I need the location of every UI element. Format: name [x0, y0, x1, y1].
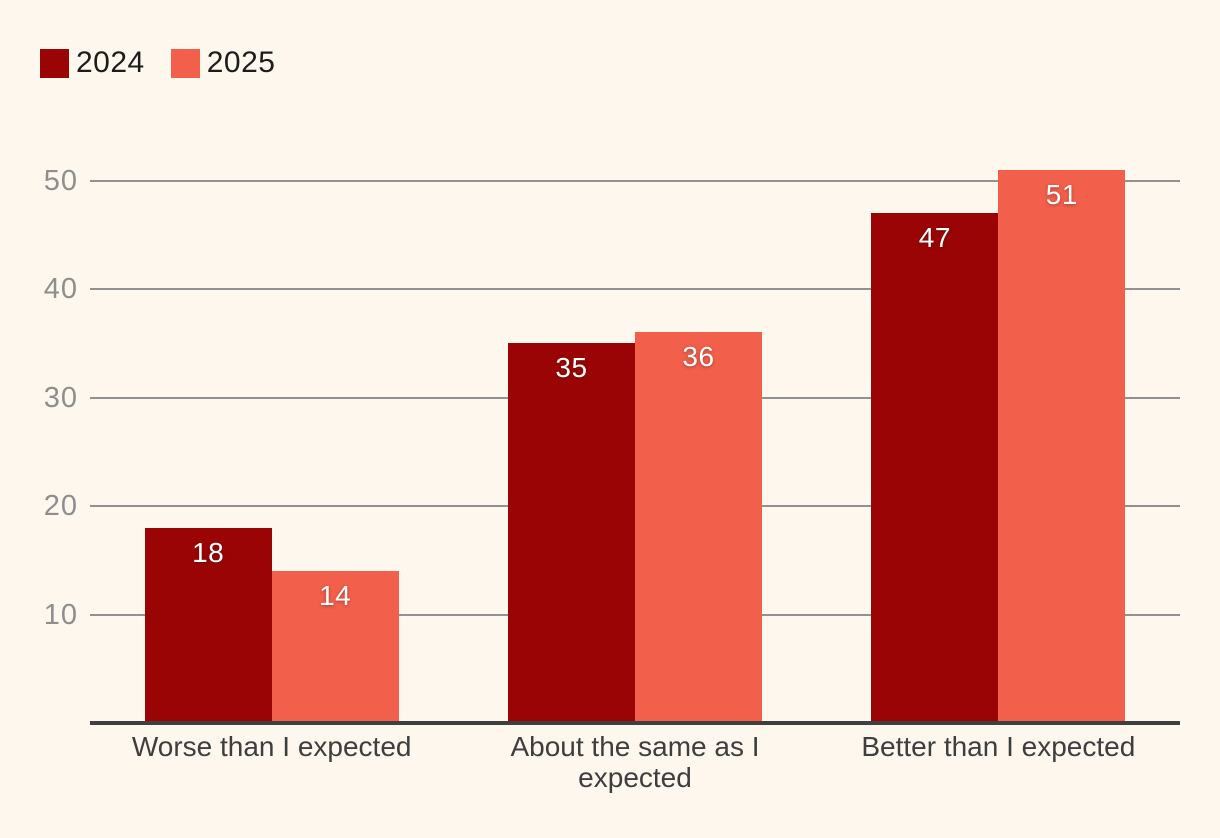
bar-value-label: 47: [918, 222, 951, 254]
x-axis-line: [90, 721, 1180, 725]
legend-swatch-2025: [170, 48, 200, 78]
legend-swatch-2024: [40, 48, 69, 78]
legend-item-2024: 2024: [40, 46, 145, 80]
legend-label-2025: 2025: [206, 46, 276, 79]
plot-area: 18 14 35 36 47 51: [90, 163, 1180, 725]
bar-value-label: 14: [319, 580, 352, 612]
y-tick-50: 50: [43, 164, 78, 197]
bar-value-label: 35: [555, 352, 588, 384]
bar-value-label: 36: [682, 341, 715, 373]
y-tick-10: 10: [43, 598, 78, 631]
bar-2025-group3: 51: [998, 169, 1126, 723]
bar-2025-group1: 14: [271, 571, 399, 723]
y-tick-20: 20: [43, 490, 78, 522]
bar-value-label: 51: [1045, 178, 1078, 210]
x-category-label-3: Better than I expected: [861, 731, 1136, 762]
y-tick-30: 30: [43, 381, 78, 414]
x-category-label-2: About the same as I expected: [510, 731, 760, 793]
bar-value-label: 18: [192, 536, 225, 568]
bar-2024-group1: 18: [144, 527, 272, 723]
bar-2024-group2: 35: [508, 343, 635, 723]
x-category-label-1: Worse than I expected: [131, 731, 412, 762]
legend: 2024 2025: [40, 46, 276, 80]
bar-2024-group3: 47: [871, 213, 999, 723]
y-tick-40: 40: [43, 273, 78, 305]
legend-label-2024: 2024: [76, 46, 145, 79]
bar-2025-group2: 36: [635, 332, 762, 723]
legend-item-2025: 2025: [170, 46, 276, 80]
